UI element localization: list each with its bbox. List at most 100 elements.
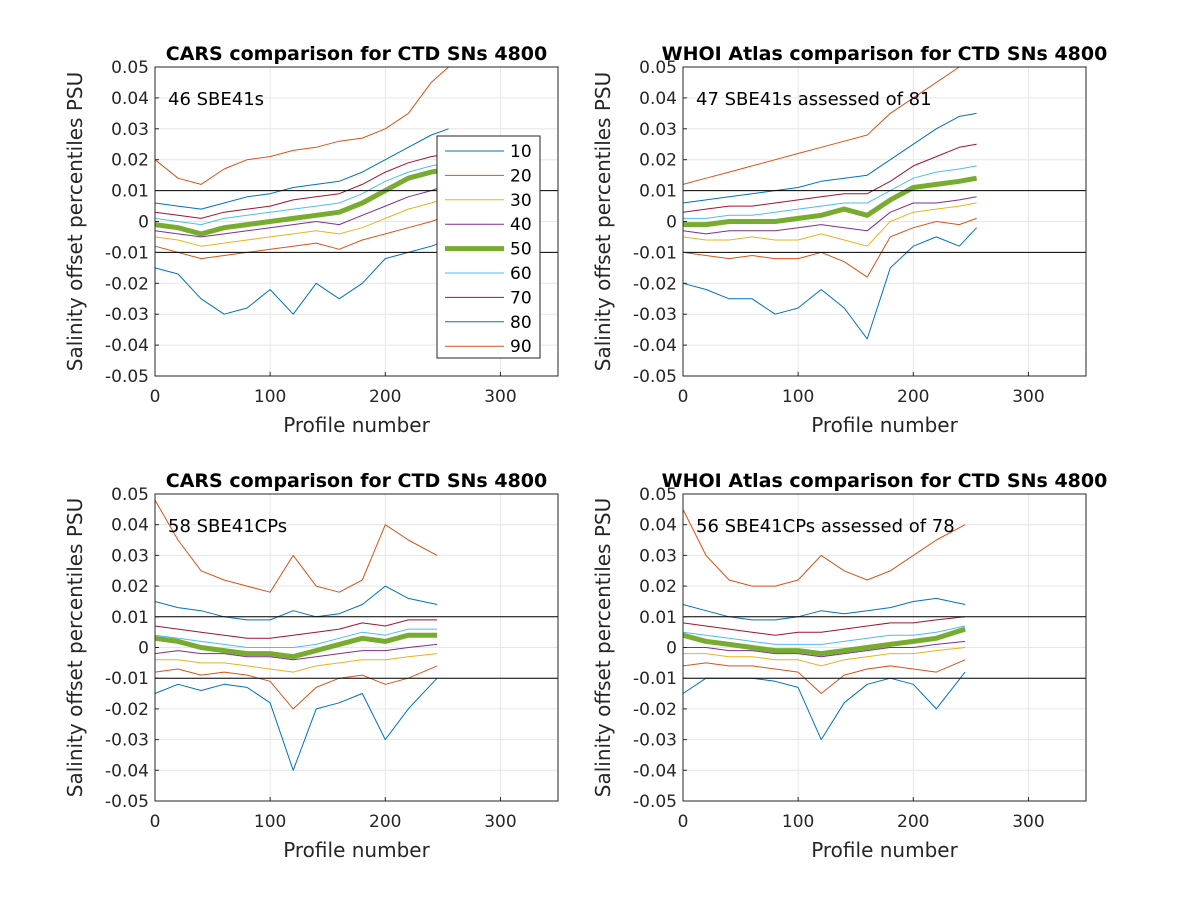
series-line-p20	[154, 665, 438, 710]
series-line-p90	[154, 499, 438, 593]
x-axis-label: Profile number	[811, 838, 958, 862]
series-line-p20	[682, 659, 966, 694]
x-tick-label: 300	[1012, 387, 1044, 407]
series-line-p60	[683, 165, 977, 219]
x-tick-label: 0	[678, 387, 689, 407]
series-line-p90	[682, 509, 966, 587]
legend-label-50: 50	[510, 240, 532, 260]
x-tick-label: 100	[254, 812, 286, 832]
y-tick-label: -0.03	[633, 731, 677, 751]
chart-title: WHOI Atlas comparison for CTD SNs 4800	[662, 43, 1108, 65]
x-tick-label: 0	[150, 812, 161, 832]
x-tick-label: 300	[484, 812, 516, 832]
y-tick-label: -0.05	[105, 367, 149, 387]
x-tick-label: 0	[150, 387, 161, 407]
series-line-p30	[155, 653, 438, 673]
series-line-p20	[682, 217, 977, 278]
series-line-p90	[154, 66, 449, 185]
series-line-p50	[683, 175, 978, 228]
series-line-p90	[682, 66, 977, 185]
y-tick-label: 0.02	[111, 151, 149, 171]
series-line-p50	[682, 626, 966, 657]
series-line-p20	[154, 214, 449, 260]
series-line-p10	[682, 227, 977, 340]
annotation-text: 56 SBE41CPs assessed of 78	[696, 516, 955, 537]
y-tick-label: -0.01	[105, 669, 149, 689]
series-line-p70	[154, 619, 438, 639]
chart-panel-4: -0.05 -0.04 -0.03 -0.02 -0.01 0 0.01 0.02 0.03 0.…	[591, 470, 1107, 862]
series-line-p70	[682, 143, 977, 213]
y-tick-label: -0.04	[105, 761, 149, 781]
series-line-p30	[682, 202, 977, 247]
y-tick-label: 0.04	[639, 516, 677, 536]
y-tick-label: 0.01	[111, 608, 149, 628]
series-line-p70	[154, 153, 449, 219]
series-line-p60	[682, 625, 966, 645]
series-line-p80	[154, 585, 438, 621]
series-line-p40	[682, 196, 977, 235]
series-line-p10	[154, 677, 438, 771]
y-tick-label: -0.02	[633, 700, 677, 720]
x-tick-label: 200	[369, 387, 401, 407]
series-line-p10	[154, 239, 449, 315]
y-tick-label: 0.01	[639, 182, 677, 202]
x-tick-label: 200	[369, 812, 401, 832]
series-line-p40	[683, 640, 966, 658]
y-tick-label: 0.04	[639, 89, 677, 109]
y-tick-label: 0	[138, 213, 149, 233]
series-line-p80	[682, 112, 977, 204]
y-tick-label: 0.05	[639, 485, 677, 505]
chart-panel-2: -0.05 -0.04 -0.03 -0.02 -0.01 0 0.01 0.02 0.03 0.…	[591, 43, 1107, 437]
y-tick-label: 0.04	[111, 516, 149, 536]
series-line-p70	[682, 616, 966, 636]
y-tick-label: 0.03	[111, 546, 149, 566]
x-axis-label: Profile number	[283, 838, 430, 862]
annotation-text: 58 SBE41CPs	[168, 516, 287, 537]
series-line-p40	[154, 183, 449, 238]
y-tick-label: -0.01	[633, 669, 677, 689]
y-axis-label: Salinity offset percentiles PSU	[591, 498, 615, 797]
x-tick-label: 100	[782, 387, 814, 407]
series-line-p30	[154, 196, 449, 247]
x-tick-label: 200	[897, 812, 929, 832]
y-tick-label: 0.05	[111, 58, 149, 78]
series-line-p60	[154, 162, 449, 226]
chart-title: CARS comparison for CTD SNs 4800	[166, 470, 547, 492]
x-tick-label: 200	[897, 387, 929, 407]
x-tick-label: 300	[484, 387, 516, 407]
y-tick-label: -0.01	[633, 243, 677, 263]
y-tick-label: 0	[138, 639, 149, 659]
series-line-p60	[154, 628, 438, 648]
y-tick-label: -0.02	[105, 274, 149, 294]
x-axis-label: Profile number	[811, 413, 958, 437]
y-tick-label: 0.02	[639, 151, 677, 171]
y-tick-label: 0	[666, 213, 677, 233]
y-tick-label: -0.02	[105, 700, 149, 720]
y-tick-label: -0.04	[633, 761, 677, 781]
y-tick-label: 0.01	[111, 182, 149, 202]
legend-label-40: 40	[510, 215, 532, 235]
y-tick-label: -0.05	[105, 792, 149, 812]
annotation-text: 46 SBE41s	[168, 89, 264, 110]
y-tick-label: 0.02	[111, 577, 149, 597]
chart-title: WHOI Atlas comparison for CTD SNs 4800	[662, 470, 1108, 492]
y-tick-label: -0.04	[105, 336, 149, 356]
x-axis-label: Profile number	[283, 413, 430, 437]
annotation-text: 47 SBE41s assessed of 81	[696, 89, 932, 110]
y-tick-label: 0.01	[639, 608, 677, 628]
legend-label-30: 30	[510, 191, 532, 211]
series-line-p80	[154, 128, 449, 210]
y-tick-label: -0.03	[633, 305, 677, 325]
y-tick-label: -0.04	[633, 336, 677, 356]
y-tick-label: 0.03	[111, 120, 149, 140]
legend-label-70: 70	[510, 288, 532, 308]
legend: 10 20 30 40 50 60 70 80 90	[436, 135, 541, 359]
chart-title: CARS comparison for CTD SNs 4800	[166, 43, 547, 65]
y-tick-label: -0.03	[105, 305, 149, 325]
y-tick-label: 0.02	[639, 577, 677, 597]
legend-label-90: 90	[510, 337, 532, 357]
y-tick-label: -0.05	[633, 792, 677, 812]
series-line-p40	[154, 643, 438, 661]
legend-label-80: 80	[510, 313, 532, 333]
